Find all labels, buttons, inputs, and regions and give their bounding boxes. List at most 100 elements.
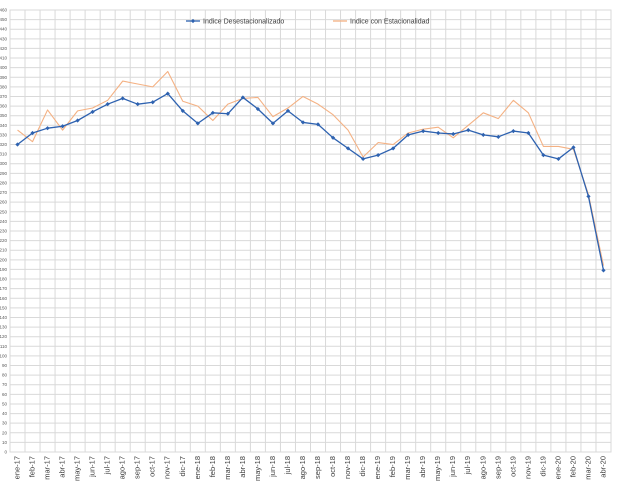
y-tick-label: 370 bbox=[0, 94, 7, 99]
data-point bbox=[586, 194, 591, 199]
data-point bbox=[556, 156, 561, 162]
legend-label: Indice Desestacionalizado bbox=[203, 19, 284, 26]
x-tick-label: mar-18 bbox=[223, 456, 232, 480]
data-point bbox=[165, 91, 170, 96]
y-tick-label: 70 bbox=[2, 382, 8, 387]
data-point bbox=[375, 152, 381, 158]
x-tick-label: mar-20 bbox=[583, 456, 592, 480]
x-tick-label: ene-17 bbox=[12, 456, 21, 479]
x-tick-label: feb-20 bbox=[568, 456, 577, 477]
y-tick-label: 140 bbox=[0, 315, 7, 320]
series-line bbox=[17, 70, 605, 266]
y-tick-label: 150 bbox=[0, 305, 7, 310]
y-tick-label: 180 bbox=[0, 277, 7, 282]
data-point bbox=[391, 146, 396, 151]
data-point bbox=[105, 102, 110, 107]
y-tick-label: 250 bbox=[0, 209, 7, 214]
y-tick-label: 380 bbox=[0, 84, 7, 89]
y-tick-label: 320 bbox=[0, 142, 7, 147]
y-tick-label: 130 bbox=[0, 325, 7, 330]
x-tick-label: nov-18 bbox=[343, 456, 352, 479]
y-tick-label: 460 bbox=[0, 8, 7, 13]
y-tick-label: 40 bbox=[2, 411, 8, 416]
data-point bbox=[496, 134, 501, 139]
y-tick-label: 10 bbox=[2, 440, 8, 445]
data-point bbox=[406, 132, 411, 138]
x-axis-ticks: ene-17 feb-17 mar-17 abr-17 may-17 jun-17 jul-… bbox=[12, 456, 607, 481]
data-point bbox=[601, 268, 606, 273]
data-point bbox=[135, 102, 140, 107]
data-point bbox=[421, 128, 426, 134]
x-tick-label: dic-19 bbox=[538, 456, 547, 476]
data-point bbox=[360, 156, 366, 162]
y-tick-label: 210 bbox=[0, 248, 7, 253]
x-tick-label: abr-19 bbox=[418, 456, 427, 478]
data-point bbox=[15, 142, 20, 147]
data-point bbox=[60, 124, 65, 129]
y-tick-label: 310 bbox=[0, 152, 7, 157]
y-tick-label: 440 bbox=[0, 27, 7, 32]
x-tick-label: ene-19 bbox=[373, 456, 382, 479]
data-point bbox=[195, 121, 200, 126]
series-lines bbox=[15, 70, 606, 273]
y-tick-label: 280 bbox=[0, 180, 7, 185]
data-point bbox=[345, 146, 351, 151]
y-tick-label: 270 bbox=[0, 190, 7, 195]
x-tick-label: ene-20 bbox=[553, 456, 562, 479]
data-point bbox=[330, 135, 336, 140]
y-tick-label: 290 bbox=[0, 171, 7, 176]
data-point bbox=[150, 100, 155, 105]
data-point bbox=[571, 145, 576, 150]
y-tick-label: 410 bbox=[0, 56, 7, 61]
data-point bbox=[466, 127, 471, 133]
y-tick-label: 450 bbox=[0, 17, 7, 22]
y-tick-label: 80 bbox=[2, 373, 8, 378]
x-tick-label: jul-17 bbox=[103, 456, 112, 475]
y-tick-label: 160 bbox=[0, 296, 7, 301]
y-tick-label: 230 bbox=[0, 229, 7, 234]
legend-marker bbox=[190, 18, 196, 24]
x-tick-label: feb-19 bbox=[388, 456, 397, 477]
grid-lines bbox=[9, 9, 612, 453]
y-tick-label: 30 bbox=[2, 421, 8, 426]
y-tick-label: 50 bbox=[2, 401, 8, 406]
data-point bbox=[90, 109, 95, 114]
y-tick-label: 20 bbox=[2, 430, 8, 435]
x-tick-label: oct-17 bbox=[148, 456, 157, 477]
x-tick-label: sep-17 bbox=[133, 456, 142, 479]
x-tick-label: may-19 bbox=[433, 456, 442, 481]
x-tick-label: feb-18 bbox=[208, 456, 217, 477]
data-point bbox=[526, 130, 531, 136]
data-point bbox=[436, 130, 441, 136]
x-tick-label: dic-18 bbox=[358, 456, 367, 476]
x-tick-label: ago-17 bbox=[118, 456, 127, 479]
y-tick-label: 0 bbox=[4, 450, 7, 455]
x-tick-label: sep-18 bbox=[313, 456, 322, 479]
x-tick-label: ene-18 bbox=[193, 456, 202, 479]
x-tick-label: mar-19 bbox=[403, 456, 412, 480]
y-tick-label: 300 bbox=[0, 161, 7, 166]
y-tick-label: 350 bbox=[0, 113, 7, 118]
x-tick-label: dic-17 bbox=[178, 456, 187, 476]
x-tick-label: may-17 bbox=[73, 456, 82, 481]
y-tick-label: 430 bbox=[0, 36, 7, 41]
y-tick-label: 100 bbox=[0, 353, 7, 358]
x-tick-label: feb-17 bbox=[28, 456, 37, 477]
y-tick-label: 360 bbox=[0, 104, 7, 109]
data-point bbox=[240, 95, 246, 100]
y-tick-label: 110 bbox=[0, 344, 7, 349]
y-tick-label: 240 bbox=[0, 219, 7, 224]
y-tick-label: 340 bbox=[0, 123, 7, 128]
x-tick-label: jun-18 bbox=[268, 456, 277, 478]
y-tick-label: 90 bbox=[2, 363, 8, 368]
data-point bbox=[75, 118, 80, 123]
y-axis-ticks: 0 10 20 30 40 50 60 70 80 90 100 110 120 130 140 150 160… bbox=[0, 8, 7, 455]
y-tick-label: 420 bbox=[0, 46, 7, 51]
x-tick-label: mar-17 bbox=[43, 456, 52, 480]
y-tick-label: 190 bbox=[0, 267, 7, 272]
y-tick-label: 170 bbox=[0, 286, 7, 291]
data-point bbox=[225, 111, 230, 116]
data-point bbox=[541, 152, 546, 158]
x-tick-label: abr-20 bbox=[598, 456, 607, 478]
